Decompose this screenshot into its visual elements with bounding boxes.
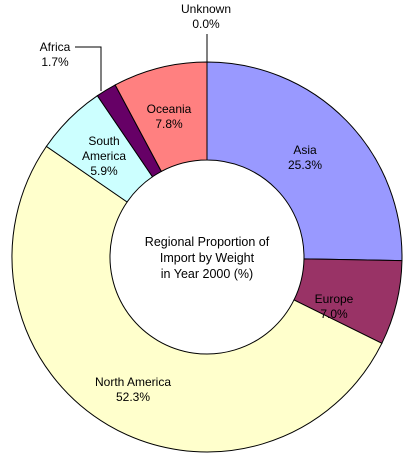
slices-group (11, 61, 403, 453)
slice-label-oceania: Oceania 7.8% (147, 102, 192, 131)
leader-lines-group (75, 34, 208, 91)
slice-label-europe: Europe 7.0% (315, 292, 354, 321)
center-title-group: Regional Proportion of Import by Weight in… (145, 235, 270, 281)
slice-north-america (11, 145, 383, 453)
slice-label-africa: Africa 1.7% (40, 40, 71, 69)
slice-label-asia: Asia 25.3% (288, 143, 322, 172)
slice-label-north-america: North America 52.3% (95, 375, 171, 404)
slice-labels-group: Asia 25.3% Europe 7.0% North America 52.3% Sou… (40, 2, 354, 404)
leader-line-africa (75, 46, 102, 91)
slice-label-unknown: Unknown 0.0% (181, 2, 231, 31)
slice-oceania (114, 61, 208, 173)
slice-label-south-america: South America 5.9% (82, 134, 126, 178)
slice-asia (206, 61, 403, 262)
center-title: Regional Proportion of Import by Weight in… (145, 235, 270, 281)
